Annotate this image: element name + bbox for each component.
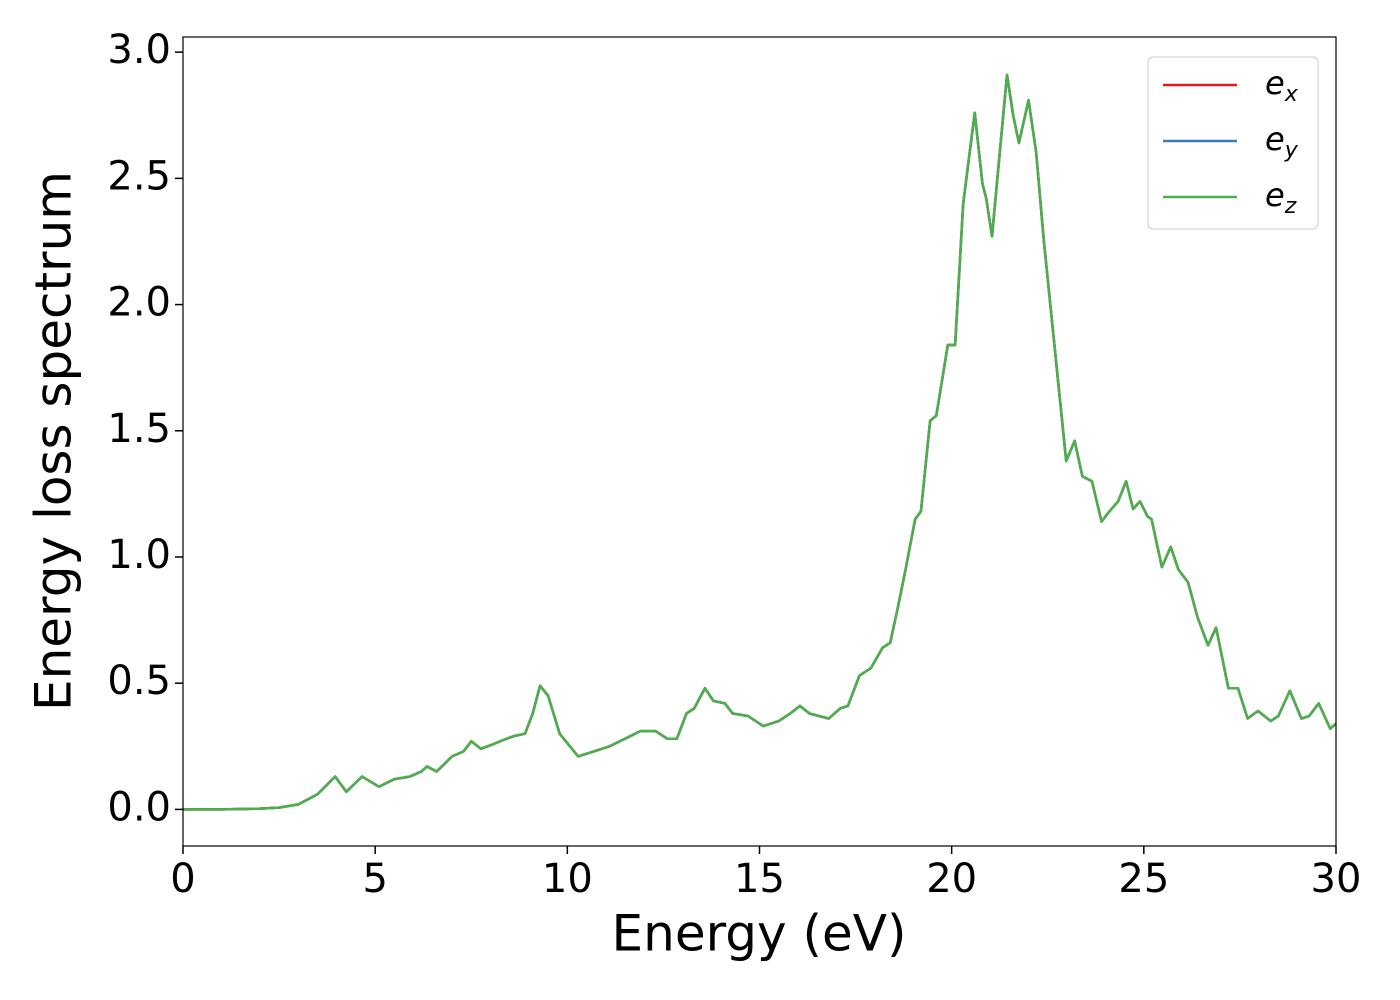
x-tick-label: 5 — [362, 856, 387, 902]
y-tick-label: 2.5 — [107, 153, 171, 199]
legend-label: ez — [1265, 176, 1297, 219]
plot-frame — [182, 36, 1337, 847]
x-tick-label: 25 — [1118, 856, 1169, 902]
x-tick-label: 15 — [734, 856, 785, 902]
legend-box — [1147, 56, 1319, 230]
y-tick-label: 0.5 — [107, 658, 171, 704]
y-tick-label: 3.0 — [107, 27, 171, 73]
y-tick-label: 1.0 — [107, 532, 171, 578]
x-tick-label: 30 — [1311, 856, 1362, 902]
legend-label: ex — [1265, 64, 1299, 107]
x-tick-label: 20 — [926, 856, 977, 902]
x-axis-label: Energy (eV) — [612, 905, 907, 963]
legend-label: ey — [1265, 120, 1299, 163]
y-tick-label: 2.0 — [107, 280, 171, 326]
y-axis-label: Energy loss spectrum — [25, 171, 83, 711]
y-tick-label: 1.5 — [107, 406, 171, 452]
x-tick-label: 0 — [170, 856, 195, 902]
y-tick-label: 0.0 — [107, 784, 171, 830]
data-line — [183, 73, 1337, 811]
x-tick-label: 10 — [542, 856, 593, 902]
